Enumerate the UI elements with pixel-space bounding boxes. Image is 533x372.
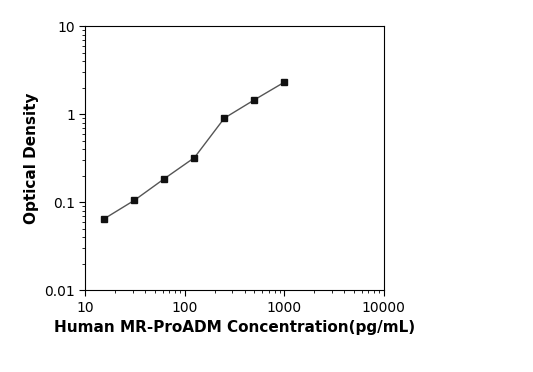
X-axis label: Human MR-ProADM Concentration(pg/mL): Human MR-ProADM Concentration(pg/mL) [54, 320, 415, 335]
Y-axis label: Optical Density: Optical Density [23, 92, 38, 224]
